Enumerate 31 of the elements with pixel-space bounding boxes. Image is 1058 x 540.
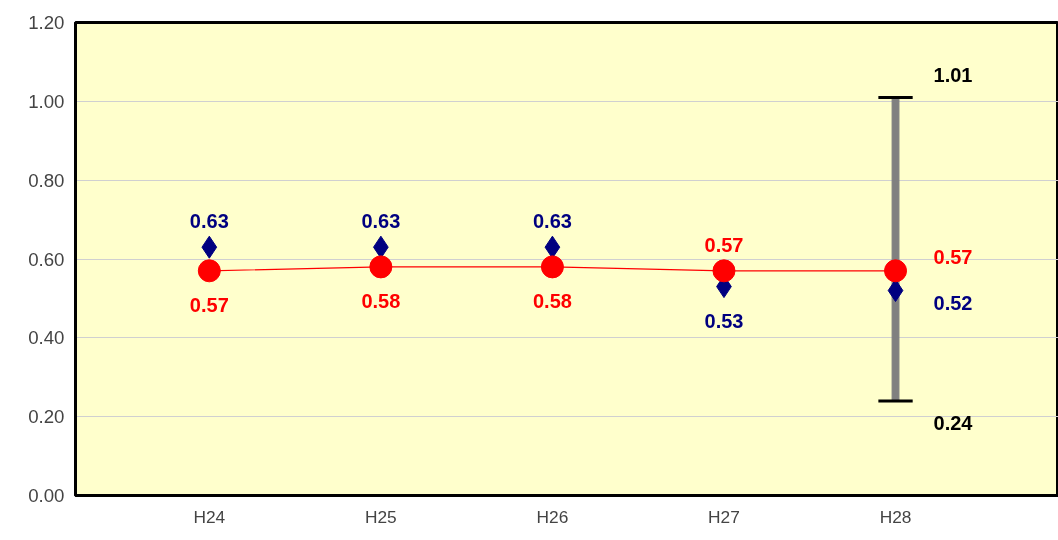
point — [887, 279, 904, 303]
data-label: 0.53 — [704, 309, 744, 332]
data-label: 0.57 — [933, 245, 973, 268]
point — [540, 255, 564, 279]
data-label: 0.57 — [189, 293, 229, 316]
y-tick-label: 0.80 — [28, 169, 65, 191]
y-tick-label: 0.20 — [28, 406, 65, 428]
data-label: 0.52 — [933, 291, 973, 314]
data-label: 0.57 — [704, 233, 744, 256]
annotation: 0.24 — [933, 411, 974, 434]
point — [712, 259, 736, 283]
x-tick-label: H25 — [364, 506, 397, 527]
y-tick-label: 0.40 — [28, 327, 65, 349]
x-tick-label: H26 — [536, 506, 569, 527]
y-tick-label: 1.00 — [28, 90, 65, 112]
data-label: 0.58 — [532, 289, 572, 312]
data-label: 0.63 — [361, 210, 401, 233]
data-label: 0.58 — [361, 289, 401, 312]
annotation: 1.01 — [933, 64, 973, 87]
y-tick-label: 0.00 — [28, 485, 65, 506]
y-tick-label: 0.60 — [28, 248, 65, 270]
x-tick-label: H28 — [879, 506, 912, 527]
point — [201, 235, 218, 259]
x-tick-label: H27 — [708, 506, 740, 527]
point — [369, 255, 393, 279]
data-label: 0.63 — [189, 210, 229, 233]
x-tick-label: H24 — [193, 506, 226, 527]
data-label: 0.63 — [532, 210, 572, 233]
point — [197, 259, 221, 283]
y-tick-label: 1.20 — [28, 12, 65, 33]
point — [884, 259, 908, 283]
